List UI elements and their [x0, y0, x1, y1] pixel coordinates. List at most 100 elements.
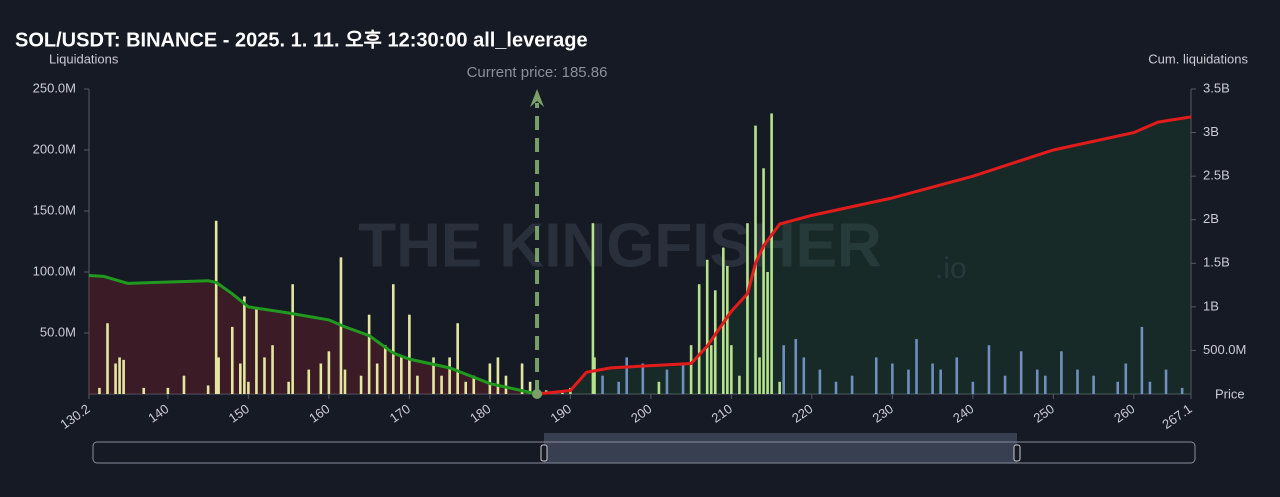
bar [778, 381, 781, 394]
bar [391, 284, 395, 394]
scroll-handle[interactable] [1013, 444, 1021, 462]
bar [118, 357, 121, 394]
bar [214, 220, 218, 394]
x-axis-label: Price [1215, 386, 1245, 401]
bar [850, 375, 854, 394]
bar [528, 381, 532, 394]
bar [625, 357, 629, 394]
cum-area [537, 116, 1191, 394]
bar [931, 363, 934, 394]
bar [681, 363, 685, 394]
cum-line [88, 273, 538, 396]
bar [1116, 381, 1120, 394]
y-tick-label: 50.0M [40, 324, 76, 339]
bar [1164, 369, 1168, 394]
bar [239, 363, 242, 394]
bar [726, 265, 729, 394]
y-tick-label: 100.0M [33, 263, 76, 278]
y2-tick-label: 500.0M [1203, 342, 1246, 357]
bar [1060, 351, 1063, 394]
bar [496, 357, 500, 394]
y2-tick-label: 3B [1203, 124, 1219, 139]
bar [665, 369, 669, 394]
bar [456, 323, 459, 394]
y-tick-label: 250.0M [33, 80, 76, 95]
bar [166, 387, 170, 394]
bar [263, 357, 266, 394]
bar [818, 369, 822, 394]
bar [206, 385, 210, 394]
scroll-window[interactable] [544, 433, 1017, 463]
y2-axis-label: Cum. liquidations [1148, 51, 1248, 66]
bar [359, 375, 363, 394]
bar [367, 314, 371, 394]
scroll-track[interactable] [92, 441, 1196, 464]
bar [307, 369, 311, 394]
bar [709, 345, 713, 394]
bar [230, 326, 234, 394]
bar [697, 284, 701, 394]
bar [802, 357, 806, 394]
y2-tick-label: 3.5B [1203, 80, 1230, 95]
bar [907, 369, 910, 394]
bar [319, 363, 323, 394]
y2-tick-label: 1.5B [1203, 255, 1230, 270]
plot: 50.0M 100.0M 150.0M 200.0M 250.0M 500.0M 1B 1.5… [33, 64, 1247, 432]
bar [891, 363, 894, 394]
bar [746, 223, 749, 394]
bar [971, 381, 975, 394]
bar [758, 357, 761, 394]
bar [1124, 363, 1128, 394]
current-price-dot [532, 389, 543, 399]
watermark-suffix: .io [935, 252, 967, 285]
bar [291, 284, 294, 394]
scroll-handle[interactable] [540, 444, 548, 462]
bar [689, 345, 693, 394]
bar [114, 363, 117, 394]
current-price-arrow [530, 89, 545, 107]
bar [874, 357, 878, 394]
bar [255, 308, 258, 394]
bar [464, 381, 468, 394]
bar [488, 363, 492, 394]
bar [408, 314, 411, 394]
bar [243, 296, 246, 394]
y-tick-label: 200.0M [33, 141, 76, 156]
bar [416, 375, 419, 394]
bar [794, 339, 798, 394]
bar [122, 359, 125, 394]
bar [593, 357, 596, 394]
bar [448, 357, 451, 394]
bar [782, 345, 785, 394]
bar [1180, 387, 1184, 394]
bar [1148, 381, 1152, 394]
bar [1019, 351, 1023, 394]
bar [591, 223, 595, 394]
y2-tick-label: 2.5B [1203, 168, 1230, 183]
bar [1092, 375, 1095, 394]
bar [142, 387, 146, 394]
bar [738, 375, 741, 394]
bar [657, 381, 661, 394]
bar [713, 290, 717, 394]
bar [730, 345, 733, 394]
bar [440, 375, 443, 394]
bar [472, 375, 476, 394]
bar [1003, 375, 1007, 394]
bar [343, 369, 347, 394]
bar [327, 351, 331, 394]
bar [955, 357, 959, 394]
cum-area [89, 275, 538, 394]
bar [1044, 375, 1047, 394]
bar [520, 363, 524, 394]
bar [915, 339, 918, 394]
bar [383, 345, 387, 394]
watermark: THE KINGFISHER [358, 211, 882, 280]
bar [98, 387, 101, 394]
y-tick-label: 150.0M [33, 202, 76, 217]
bar [766, 272, 769, 394]
bar [247, 381, 250, 394]
bar [504, 375, 508, 394]
bar [217, 357, 220, 394]
bar [705, 259, 709, 394]
